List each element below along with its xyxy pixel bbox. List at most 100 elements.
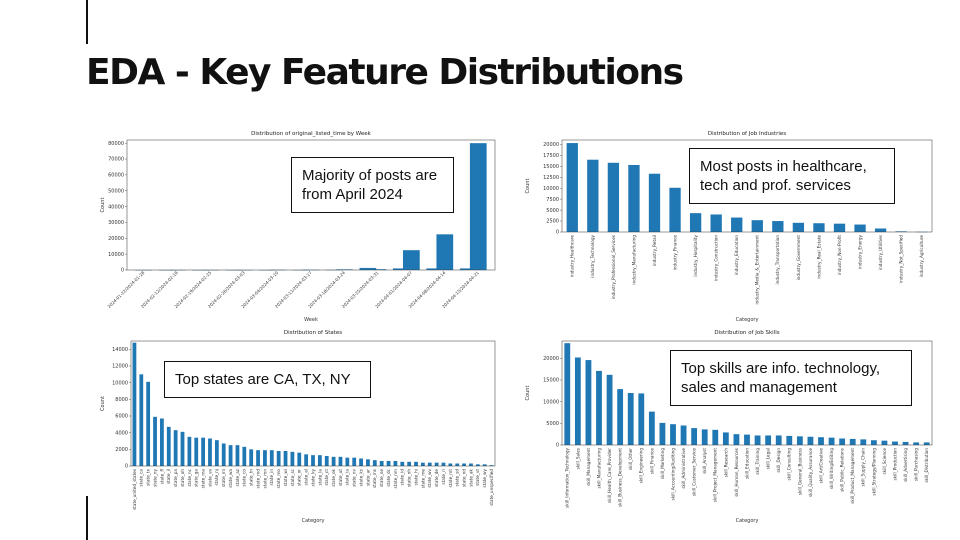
x-tick-label: state_wi [283,469,288,486]
x-tick-label: industry_Healthcare [570,235,575,277]
bar [792,222,805,232]
x-tick-label: 2024-01-22/2024-01-28 [106,270,145,309]
x-tick-label: industry_Energy [857,234,862,268]
bar [892,441,898,445]
bar [874,228,887,232]
x-tick-label: skill_Marketing [660,448,665,479]
bar [352,457,357,466]
y-axis-label: Count [525,386,531,401]
bar [765,435,772,445]
x-tick-label: skill_Legal [766,448,771,469]
x-tick-label: state_dc [386,468,391,486]
bar [194,437,199,466]
x-tick-label: state_hi [413,469,418,486]
y-tick-label: 17500 [543,153,559,159]
chart-title: Distribution of States [284,330,342,336]
x-tick-label: state_ar [365,469,370,486]
bar [475,464,480,466]
x-tick-label: state_co [242,469,247,487]
bar [187,436,192,466]
x-tick-label: state_nm [393,469,398,488]
x-tick-label: state_mt [448,469,453,488]
industries-callout: Most posts in healthcare, tech and prof.… [689,148,895,204]
bar [691,428,698,445]
bar [606,374,613,445]
y-tick-label: 0 [556,443,559,449]
x-tick-label: industry_Real_Estate [816,235,821,279]
x-tick-label: state_mn [262,469,267,489]
bar [733,434,740,445]
bar [659,422,666,445]
x-tick-label: skill_Engineering [639,448,644,484]
bar [427,462,432,466]
bar [160,418,164,466]
x-tick-label: skill_Manufacturing [596,448,601,489]
y-tick-label: 10000 [112,380,128,386]
bar [818,437,824,445]
x-tick-label: skill_Project_Management [713,448,718,503]
x-tick-label: skill_Finance [649,448,654,475]
bar [436,234,454,270]
x-tick-label: state_il [166,469,171,484]
x-tick-label: state_id [400,469,405,486]
y-tick-label: 20000 [543,142,559,148]
y-tick-label: 0 [125,464,128,470]
bar [870,440,877,445]
bar [669,187,681,232]
bar [854,224,866,232]
bar [366,459,370,466]
x-tick-label: state_mo [276,469,281,489]
x-tick-label: 2024-03-18/2024-03-24 [307,270,346,309]
bar [860,439,867,445]
bar [469,463,473,466]
x-axis-label: Week [304,317,318,323]
x-tick-label: skill_General_Business [797,448,802,495]
bar [751,220,763,232]
bar [146,381,151,466]
x-tick-label: state_nc [187,468,192,486]
bar [359,267,377,270]
x-tick-label: skill_Science [882,448,887,475]
bar [813,223,825,232]
x-tick-label: state_ga [194,469,199,487]
bar [469,143,487,270]
x-tick-label: state_ny [152,468,157,486]
plot-frame [561,139,933,233]
bar [638,393,645,445]
week-distribution-chart: Distribution of original_listed_time by … [100,131,496,323]
bar [317,455,322,466]
slide-title: EDA - Key Feature Distributions [86,52,684,93]
y-tick-label: 12000 [112,364,128,370]
plot-frame [126,139,496,271]
x-tick-label: 2024-03-04/2024-03-10 [240,270,279,309]
bar [462,463,466,466]
x-tick-label: state_me [420,469,425,489]
x-tick-label: 2024-02-19/2024-02-25 [173,270,212,309]
bar [482,464,487,466]
x-tick-label: state_ak [468,468,473,486]
bar [269,450,274,466]
x-tick-label: 2024-02-26/2024-03-03 [207,270,246,309]
x-tick-label: state_la [317,469,322,486]
bar [180,431,185,466]
y-tick-label: 8000 [115,397,128,403]
bar [881,440,888,445]
bar [311,455,315,466]
x-tick-label: state_de [434,469,439,487]
x-tick-label: state_nh [407,469,412,487]
x-tick-label: skill_Strategy/Planning [871,448,876,496]
x-tick-label: state_ia [345,469,350,486]
x-tick-label: industry_Technology [590,234,595,277]
bar [276,451,281,466]
x-tick-label: state_ma [201,469,206,489]
y-tick-label: 50000 [108,188,124,194]
x-tick-label: skill_Sales [575,448,580,469]
x-tick-label: state_ms [372,469,377,488]
x-tick-label: state_va [207,469,212,487]
x-tick-label: state_tn [249,469,254,486]
x-tick-label: state_wv [427,468,432,487]
y-tick-label: 15000 [543,164,559,170]
y-tick-label: 2000 [115,447,128,453]
bar [607,162,620,232]
bar [596,370,602,445]
